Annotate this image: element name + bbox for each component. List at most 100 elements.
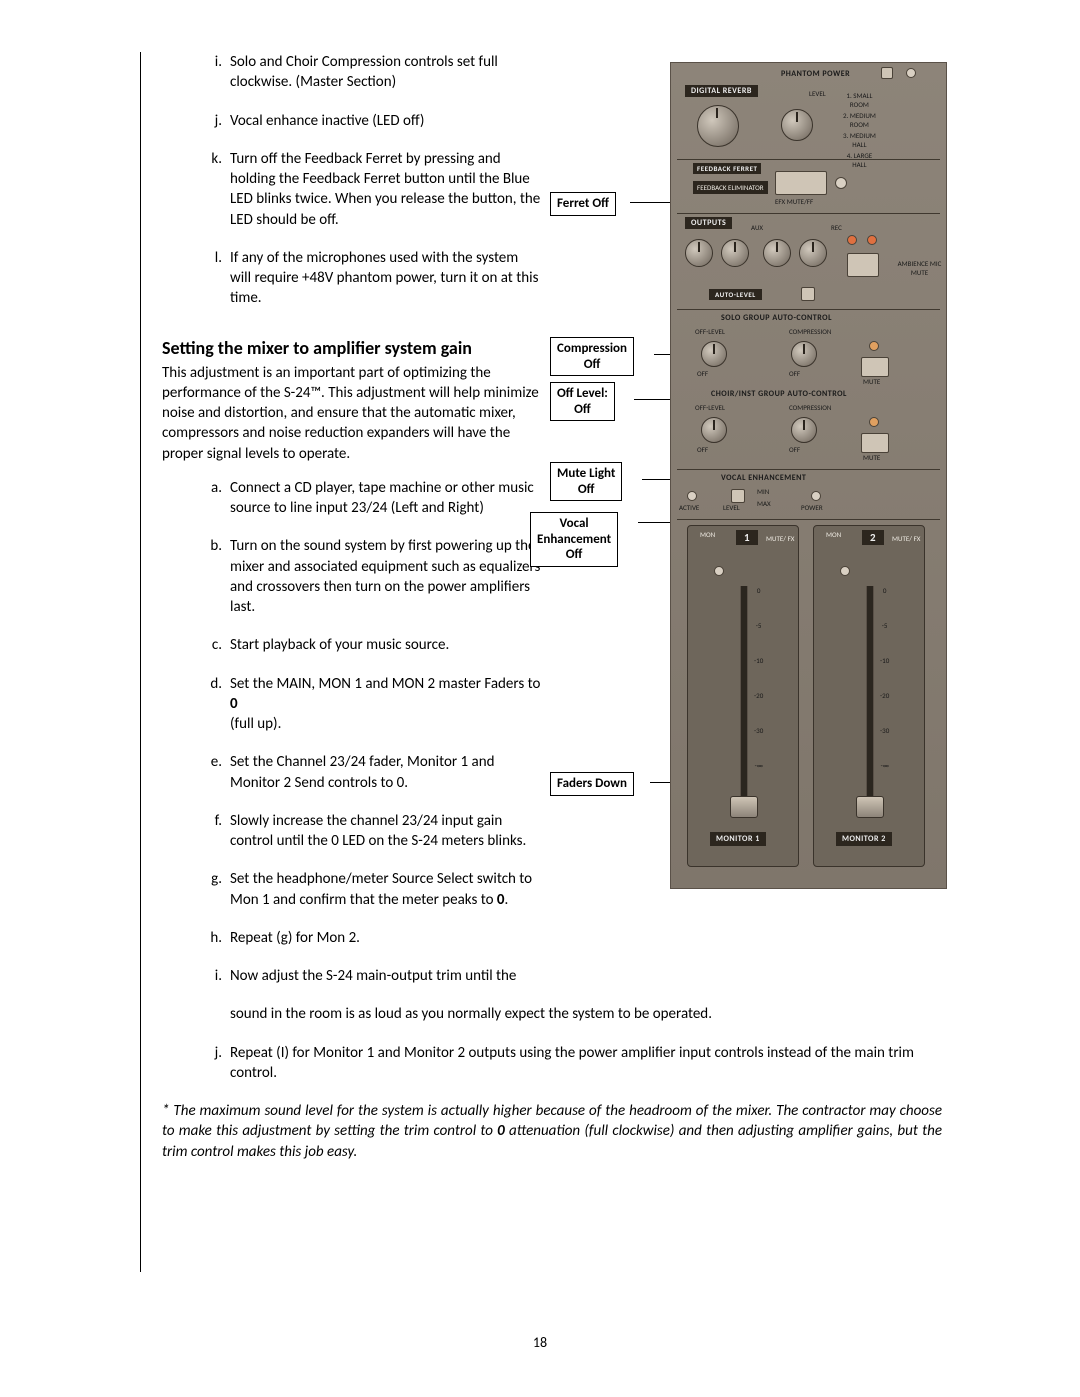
list-item: i.Now adjust the S-24 main-output trim u…	[196, 966, 542, 986]
list-item-marker: a.	[196, 478, 230, 519]
phantom-led	[906, 68, 916, 78]
fader-scale-mark: -20	[880, 691, 889, 700]
choir-offlevel-knob	[701, 417, 727, 443]
reverb-room-label: 1. SMALL ROOM	[843, 91, 876, 109]
label-compression-off: Compression Off	[550, 337, 634, 376]
solo-offlevel-knob	[701, 341, 727, 367]
list-item-marker: b.	[196, 536, 230, 617]
list-item-body: Now adjust the S-24 main-output trim unt…	[230, 966, 542, 986]
list-item: b.Turn on the sound system by first powe…	[196, 536, 542, 617]
phantom-button	[881, 67, 893, 79]
fader-scale-mark: -10	[880, 656, 889, 665]
fader-scale-mark: -5	[754, 621, 763, 630]
list-item: h.Repeat (g) for Mon 2.	[196, 928, 542, 948]
rec-led-2	[867, 235, 877, 245]
list-item-body: If any of the microphones used with the …	[230, 248, 542, 309]
monitor-2-box: MON 2 MUTE/ FX 0-5-10-20-30-∞ MONITOR 2	[813, 525, 925, 867]
mon2-fader-cap	[856, 796, 884, 818]
vertical-margin-line	[140, 52, 141, 1272]
list-item: c.Start playback of your music source.	[196, 635, 542, 655]
list-item-marker: i.	[196, 966, 230, 986]
list-item: f.Slowly increase the channel 23/24 inpu…	[196, 811, 542, 852]
list-item: g.Set the headphone/meter Source Select …	[196, 869, 542, 910]
list-item-marker: l.	[196, 248, 230, 309]
solo-compression-knob	[791, 341, 817, 367]
list-item-body: Repeat (I) for Monitor 1 and Monitor 2 o…	[230, 1043, 942, 1084]
reverb-room-label: 4. LARGE HALL	[843, 151, 876, 169]
list-item-body: Set the MAIN, MON 1 and MON 2 master Fad…	[230, 674, 542, 735]
section-heading: Setting the mixer to amplifier system ga…	[162, 337, 542, 359]
list-item: j.Vocal enhance inactive (LED off)	[196, 111, 542, 131]
fader-scale-mark: -30	[880, 726, 889, 735]
label-faders-down: Faders Down	[550, 772, 634, 796]
item-i-continuation: sound in the room is as loud as you norm…	[230, 1004, 942, 1024]
choir-mute-button	[861, 433, 889, 453]
page-number: 18	[0, 1334, 1080, 1351]
reverb-select-knob	[697, 105, 739, 147]
ferret-led	[835, 177, 847, 189]
vocal-power-led	[811, 491, 821, 501]
list-item-body: Set the Channel 23/24 fader, Monitor 1 a…	[230, 752, 542, 793]
label-ferret-off: Ferret Off	[550, 192, 616, 216]
reverb-room-label: 2. MEDIUM ROOM	[843, 111, 876, 129]
auto-level-button	[801, 287, 815, 301]
reverb-level-knob	[781, 109, 813, 141]
efx-mute-button	[775, 171, 827, 195]
solo-led	[869, 341, 879, 351]
list-item-marker: g.	[196, 869, 230, 910]
list-item-marker: j.	[196, 111, 230, 131]
list-item: l.If any of the microphones used with th…	[196, 248, 542, 309]
fader-scale-mark: -5	[880, 621, 889, 630]
fader-scale-mark: -10	[754, 656, 763, 665]
list-item-body: Repeat (g) for Mon 2.	[230, 928, 542, 948]
label-off-level-off: Off Level: Off	[550, 382, 615, 421]
mixer-panel-image: PHANTOM POWER DIGITAL REVERB LEVEL 1. SM…	[670, 62, 947, 889]
lower-ordered-list-narrow: a.Connect a CD player, tape machine or o…	[196, 478, 542, 987]
list-item-body: Slowly increase the channel 23/24 input …	[230, 811, 542, 852]
list-item-marker: e.	[196, 752, 230, 793]
output-knob-4	[799, 239, 827, 267]
intro-paragraph: This adjustment is an important part of …	[162, 363, 542, 464]
list-item: e.Set the Channel 23/24 fader, Monitor 1…	[196, 752, 542, 793]
list-item-marker: k.	[196, 149, 230, 230]
list-item-marker: d.	[196, 674, 230, 735]
rec-button	[847, 253, 879, 277]
list-item-marker: f.	[196, 811, 230, 852]
list-item-body: Vocal enhance inactive (LED off)	[230, 111, 542, 131]
reverb-room-label: 3. MEDIUM HALL	[843, 131, 876, 149]
fader-scale-mark: 0	[754, 586, 763, 595]
left-text-column: i.Solo and Choir Compression controls se…	[162, 52, 542, 1004]
list-item: k.Turn off the Feedback Ferret by pressi…	[196, 149, 542, 230]
fader-scale-mark: -∞	[754, 761, 763, 770]
list-item-marker: j.	[196, 1043, 230, 1084]
solo-mute-button	[861, 357, 889, 377]
list-item-body: Solo and Choir Compression controls set …	[230, 52, 542, 93]
choir-compression-knob	[791, 417, 817, 443]
fader-scale-mark: -20	[754, 691, 763, 700]
monitor-1-box: MON 1 MUTE/ FX 0-5-10-20-30-∞ MONITOR 1	[687, 525, 799, 867]
vocal-active-led	[687, 491, 697, 501]
mon2-led	[840, 566, 850, 576]
output-knob-2	[721, 239, 749, 267]
fader-scale-mark: -∞	[880, 761, 889, 770]
choir-led	[869, 417, 879, 427]
mon2-fader-track	[866, 586, 874, 816]
list-item: a.Connect a CD player, tape machine or o…	[196, 478, 542, 519]
output-knob-3	[763, 239, 791, 267]
footnote: * The maximum sound level for the system…	[162, 1101, 942, 1162]
list-item-body: Connect a CD player, tape machine or oth…	[230, 478, 542, 519]
rec-led-1	[847, 235, 857, 245]
list-item-body: Turn off the Feedback Ferret by pressing…	[230, 149, 542, 230]
upper-ordered-list: i.Solo and Choir Compression controls se…	[196, 52, 542, 309]
vocal-level-button	[731, 489, 745, 503]
mon1-fader-track	[740, 586, 748, 816]
list-item-body: Start playback of your music source.	[230, 635, 542, 655]
list-item: d.Set the MAIN, MON 1 and MON 2 master F…	[196, 674, 542, 735]
list-item: i.Solo and Choir Compression controls se…	[196, 52, 542, 93]
label-mute-light-off: Mute Light Off	[550, 462, 622, 501]
fader-scale-mark: 0	[880, 586, 889, 595]
list-item: j.Repeat (I) for Monitor 1 and Monitor 2…	[196, 1043, 942, 1084]
fader-scale-mark: -30	[754, 726, 763, 735]
list-item-marker: i.	[196, 52, 230, 93]
mon1-fader-cap	[730, 796, 758, 818]
